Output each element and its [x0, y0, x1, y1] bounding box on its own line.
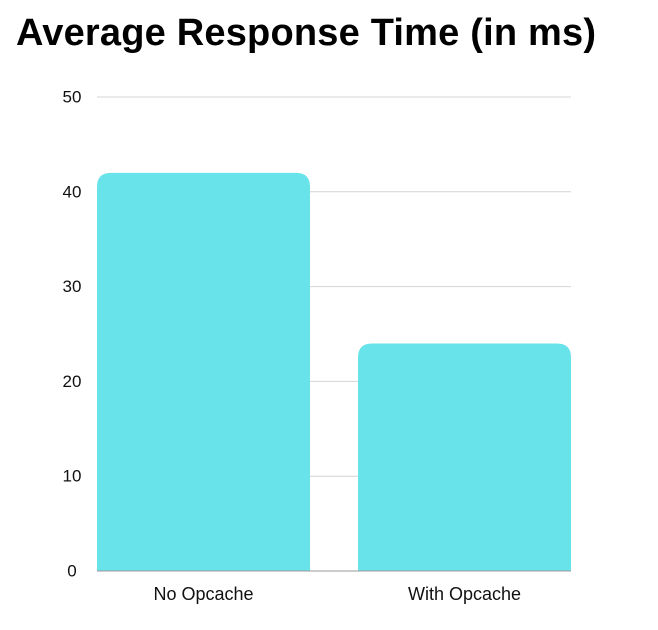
bar-no-opcache — [97, 172, 310, 571]
y-tick-labels: 0 10 20 30 40 50 — [63, 88, 82, 581]
y-tick-label-0: 0 — [67, 562, 76, 581]
x-category-label-with-opcache: With Opcache — [408, 584, 521, 604]
y-tick-label-20: 20 — [63, 372, 82, 391]
x-category-label-no-opcache: No Opcache — [153, 584, 253, 604]
bar-with-opcache — [358, 343, 571, 571]
x-category-labels: No Opcache With Opcache — [153, 584, 521, 604]
y-tick-label-10: 10 — [63, 467, 82, 486]
y-tick-label-40: 40 — [63, 182, 82, 201]
bars — [97, 172, 571, 571]
y-tick-label-50: 50 — [63, 88, 82, 107]
y-tick-label-30: 30 — [63, 277, 82, 296]
chart-title: Average Response Time (in ms) — [16, 12, 597, 54]
